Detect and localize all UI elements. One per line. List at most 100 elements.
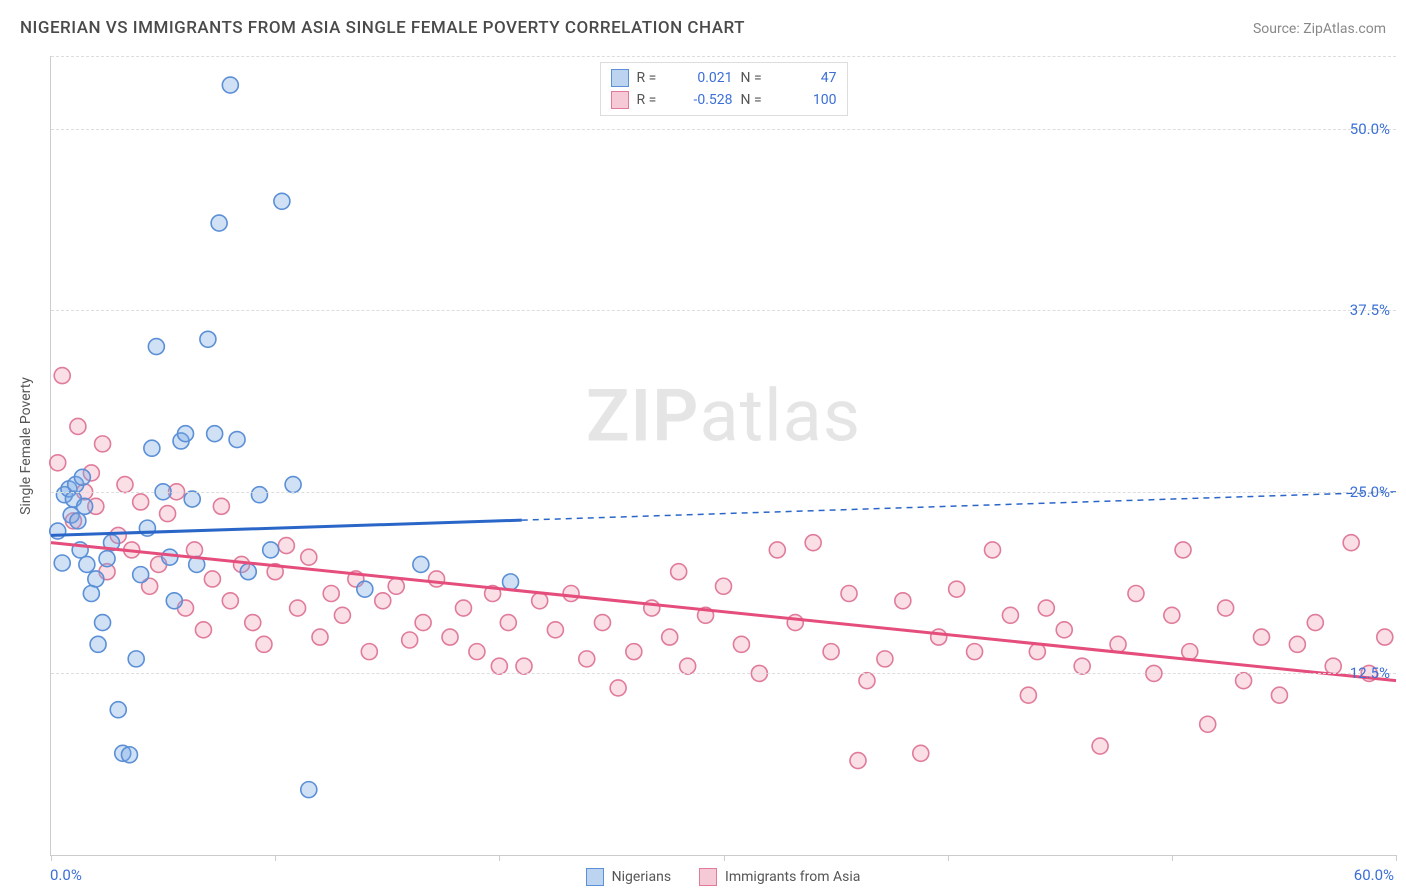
point-series-b <box>1056 622 1072 638</box>
point-series-a <box>207 426 223 442</box>
point-series-b <box>204 571 220 587</box>
point-series-b <box>1164 607 1180 623</box>
point-series-b <box>662 629 678 645</box>
point-series-a <box>229 432 245 448</box>
point-series-a <box>99 551 115 567</box>
point-series-b <box>823 644 839 660</box>
x-tick <box>51 855 52 861</box>
point-series-b <box>1020 687 1036 703</box>
point-series-b <box>290 600 306 616</box>
point-series-b <box>491 658 507 674</box>
point-series-b <box>594 615 610 631</box>
point-series-b <box>278 538 294 554</box>
legend-row-a: R = 0.021 N = 47 <box>611 67 837 89</box>
point-series-b <box>70 418 86 434</box>
trendline-a-dashed <box>522 492 1396 520</box>
point-series-b <box>388 578 404 594</box>
point-series-a <box>95 615 111 631</box>
trendline-b <box>51 543 1396 681</box>
point-series-b <box>913 745 929 761</box>
point-series-b <box>1271 687 1287 703</box>
point-series-a <box>110 702 126 718</box>
point-series-a <box>88 571 104 587</box>
point-series-b <box>610 680 626 696</box>
point-series-a <box>413 556 429 572</box>
n-label: N = <box>741 70 769 86</box>
point-series-b <box>859 673 875 689</box>
y-tick-label: 25.0% <box>1350 483 1390 501</box>
point-series-a <box>121 747 137 763</box>
point-series-b <box>1038 600 1054 616</box>
point-series-b <box>841 586 857 602</box>
point-series-a <box>301 782 317 798</box>
point-series-b <box>716 578 732 594</box>
gridline <box>51 492 1396 493</box>
point-series-a <box>503 574 519 590</box>
x-tick <box>724 855 725 861</box>
r-value-a: 0.021 <box>673 70 733 86</box>
point-series-b <box>680 658 696 674</box>
chart-plot-area: ZIPatlas R = 0.021 N = 47 R = -0.528 N =… <box>50 56 1396 856</box>
point-series-a <box>184 491 200 507</box>
point-series-b <box>361 644 377 660</box>
point-series-b <box>245 615 261 631</box>
legend-item-a: Nigerians <box>586 868 671 886</box>
point-series-a <box>144 440 160 456</box>
point-series-b <box>931 629 947 645</box>
point-series-b <box>1236 673 1252 689</box>
point-series-a <box>54 555 70 571</box>
point-series-b <box>967 644 983 660</box>
point-series-a <box>285 477 301 493</box>
n-value-b: 100 <box>777 92 837 108</box>
point-series-a <box>200 331 216 347</box>
point-series-b <box>95 436 111 452</box>
swatch-series-a <box>586 868 604 886</box>
swatch-series-b <box>699 868 717 886</box>
point-series-b <box>626 644 642 660</box>
point-series-b <box>222 593 238 609</box>
r-value-b: -0.528 <box>673 92 733 108</box>
y-tick-label: 37.5% <box>1350 301 1390 319</box>
point-series-b <box>532 593 548 609</box>
point-series-b <box>301 549 317 565</box>
n-value-a: 47 <box>777 70 837 86</box>
point-series-a <box>251 487 267 503</box>
series-a-name: Nigerians <box>612 869 671 885</box>
point-series-b <box>1074 658 1090 674</box>
point-series-b <box>455 600 471 616</box>
x-tick <box>1172 855 1173 861</box>
correlation-legend: R = 0.021 N = 47 R = -0.528 N = 100 <box>600 62 848 116</box>
point-series-b <box>429 571 445 587</box>
point-series-b <box>1092 738 1108 754</box>
x-tick <box>1396 855 1397 861</box>
point-series-b <box>195 622 211 638</box>
point-series-b <box>323 586 339 602</box>
point-series-b <box>895 593 911 609</box>
point-series-b <box>1377 629 1393 645</box>
point-series-a <box>274 193 290 209</box>
point-series-b <box>469 644 485 660</box>
point-series-a <box>133 567 149 583</box>
chart-title: NIGERIAN VS IMMIGRANTS FROM ASIA SINGLE … <box>20 18 745 38</box>
point-series-a <box>211 215 227 231</box>
r-label: R = <box>637 92 665 108</box>
point-series-a <box>70 513 86 529</box>
point-series-b <box>949 581 965 597</box>
point-series-b <box>1343 535 1359 551</box>
point-series-b <box>160 506 176 522</box>
point-series-b <box>516 658 532 674</box>
gridline <box>51 310 1396 311</box>
point-series-b <box>117 477 133 493</box>
point-series-b <box>375 593 391 609</box>
point-series-a <box>240 564 256 580</box>
point-series-b <box>54 368 70 384</box>
point-series-b <box>1307 615 1323 631</box>
source-label: Source: ZipAtlas.com <box>1253 21 1386 37</box>
x-tick <box>275 855 276 861</box>
point-series-a <box>263 542 279 558</box>
point-series-b <box>850 753 866 769</box>
r-label: R = <box>637 70 665 86</box>
point-series-b <box>1002 607 1018 623</box>
scatter-svg <box>51 56 1396 855</box>
point-series-b <box>1325 658 1341 674</box>
